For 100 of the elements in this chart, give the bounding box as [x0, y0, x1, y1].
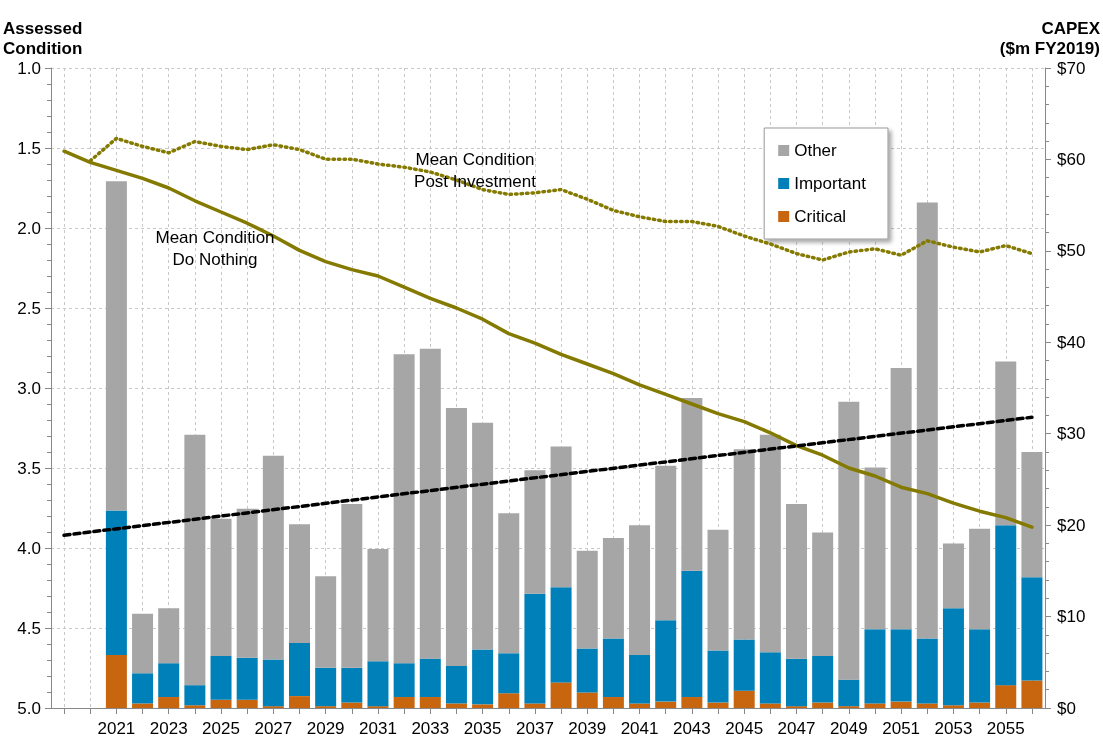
y2-tick-label: $70: [1057, 58, 1086, 78]
bar: [315, 667, 337, 707]
bar: [969, 629, 991, 703]
bar: [315, 576, 337, 668]
bar: [524, 593, 546, 704]
bar: [158, 608, 180, 664]
x-tick-label: 2045: [725, 719, 764, 738]
x-tick-label: 2033: [411, 719, 450, 738]
bar: [524, 703, 546, 708]
bar: [210, 655, 232, 700]
bar: [576, 648, 598, 693]
bar: [576, 692, 598, 708]
bar: [132, 673, 154, 704]
bar: [942, 608, 964, 706]
legend-label: Critical: [794, 207, 847, 226]
bar: [498, 513, 520, 654]
bar: [472, 422, 494, 650]
bar: [393, 354, 415, 664]
bar: [341, 702, 363, 708]
y-tick-label: 1.0: [17, 58, 41, 78]
y2-tick-label: $60: [1057, 149, 1086, 169]
bar: [498, 693, 520, 708]
y2-axis-title: CAPEX ($m FY2019): [999, 18, 1101, 58]
x-tick-label: 2041: [620, 719, 659, 738]
x-tick-label: 2049: [829, 719, 868, 738]
x-tick-label: 2027: [254, 719, 293, 738]
bar: [786, 658, 807, 707]
bar: [445, 665, 467, 704]
x-tick-label: 2031: [359, 719, 397, 738]
bar: [655, 620, 677, 702]
bar: [786, 504, 807, 659]
bar: [550, 587, 572, 683]
bar: [158, 663, 180, 698]
bar: [629, 654, 651, 704]
bar: [472, 704, 494, 708]
bar: [498, 653, 520, 694]
bar: [969, 702, 991, 708]
bar: [759, 652, 781, 704]
bar: [995, 525, 1017, 686]
bar: [838, 679, 860, 707]
bar: [629, 525, 651, 655]
y-tick-label: 3.5: [17, 458, 41, 478]
bar: [916, 202, 938, 639]
x-tick-label: 2039: [568, 719, 607, 738]
y-tick-label: 5.0: [17, 698, 41, 718]
bar: [393, 663, 415, 698]
bar: [916, 703, 938, 708]
y-tick-label: 2.5: [17, 298, 41, 318]
bar: [550, 682, 572, 708]
x-tick-label: 2047: [777, 719, 816, 738]
bar: [733, 449, 755, 640]
bar: [367, 661, 389, 707]
y-tick-label: 2.0: [17, 218, 41, 238]
bar: [445, 703, 467, 708]
bar: [812, 655, 834, 703]
x-tick-label: 2043: [672, 719, 711, 738]
bar: [341, 667, 363, 703]
x-tick-label: 2055: [986, 719, 1025, 738]
x-tick-label: 2053: [934, 719, 973, 738]
y2-tick-label: $10: [1057, 607, 1086, 627]
bar: [393, 697, 415, 708]
y2-tick-label: $0: [1057, 698, 1076, 718]
bar: [890, 629, 912, 702]
x-tick-label: 2035: [463, 719, 502, 738]
bar: [550, 446, 572, 588]
y-tick-label: 1.5: [17, 138, 41, 158]
bar: [995, 361, 1017, 526]
bar: [733, 690, 755, 708]
y2-tick-label: $30: [1057, 424, 1086, 444]
bar: [236, 508, 258, 658]
bar: [419, 348, 441, 659]
x-tick-label: 2037: [516, 719, 554, 738]
bar: [995, 685, 1017, 708]
bar: [707, 650, 729, 703]
annotation: Mean Condition Do Nothing: [155, 227, 275, 269]
bar: [969, 528, 991, 630]
bar: [759, 703, 781, 708]
bar: [105, 181, 127, 511]
bar: [916, 638, 938, 704]
legend-label: Important: [794, 174, 867, 193]
bar: [105, 510, 127, 655]
bar: [289, 696, 310, 708]
legend-label: Other: [794, 141, 838, 160]
annotation: Mean Condition Post Investment: [414, 149, 537, 191]
bar: [210, 699, 232, 708]
x-tick-label: 2021: [97, 719, 136, 738]
bar: [864, 703, 886, 708]
bar: [472, 649, 494, 705]
x-tick-label: 2029: [306, 719, 345, 738]
x-tick-label: 2025: [202, 719, 240, 738]
x-tick-label: 2051: [882, 719, 921, 738]
bar: [132, 703, 154, 708]
y-tick-label: 3.0: [17, 378, 41, 398]
bar: [707, 529, 729, 651]
bar: [890, 367, 912, 630]
bar: [864, 467, 886, 630]
bar: [681, 570, 703, 698]
bar: [733, 639, 755, 691]
bar: [812, 702, 834, 708]
bar: [210, 518, 232, 656]
